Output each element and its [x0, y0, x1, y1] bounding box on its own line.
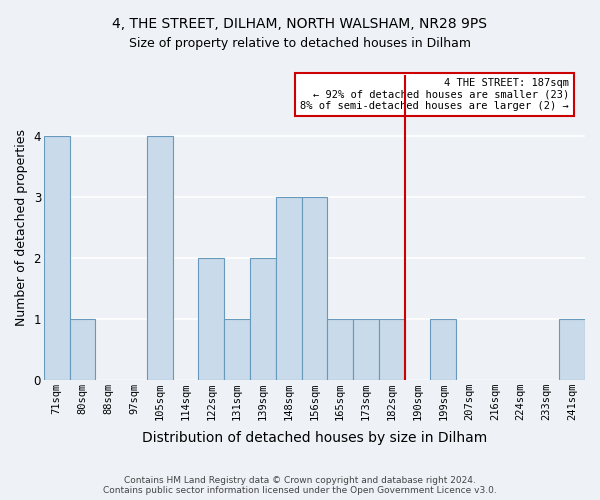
Bar — [430, 318, 456, 380]
Bar — [199, 258, 224, 380]
Bar — [276, 197, 302, 380]
Bar — [353, 318, 379, 380]
Bar — [302, 197, 328, 380]
Bar — [44, 136, 70, 380]
X-axis label: Distribution of detached houses by size in Dilham: Distribution of detached houses by size … — [142, 431, 487, 445]
Text: 4, THE STREET, DILHAM, NORTH WALSHAM, NR28 9PS: 4, THE STREET, DILHAM, NORTH WALSHAM, NR… — [113, 18, 487, 32]
Bar — [250, 258, 276, 380]
Bar — [224, 318, 250, 380]
Bar — [559, 318, 585, 380]
Text: 4 THE STREET: 187sqm
← 92% of detached houses are smaller (23)
8% of semi-detach: 4 THE STREET: 187sqm ← 92% of detached h… — [300, 78, 569, 111]
Bar — [379, 318, 404, 380]
Bar — [147, 136, 173, 380]
Text: Size of property relative to detached houses in Dilham: Size of property relative to detached ho… — [129, 38, 471, 51]
Bar — [328, 318, 353, 380]
Bar — [70, 318, 95, 380]
Y-axis label: Number of detached properties: Number of detached properties — [15, 129, 28, 326]
Text: Contains HM Land Registry data © Crown copyright and database right 2024.
Contai: Contains HM Land Registry data © Crown c… — [103, 476, 497, 495]
